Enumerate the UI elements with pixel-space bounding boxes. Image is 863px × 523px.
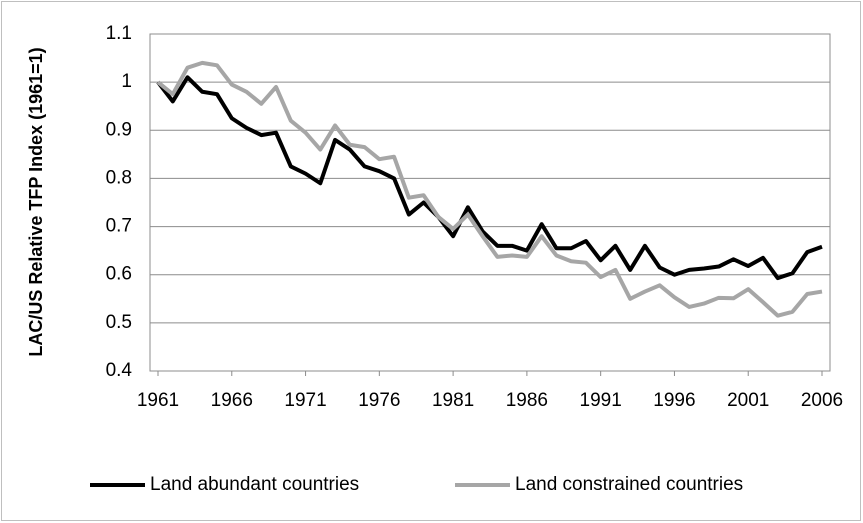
y-axis-label: LAC/US Relative TFP Index (1961=1): [26, 47, 46, 356]
y-tick-label: 0.8: [106, 167, 132, 188]
x-tick-label: 1991: [580, 390, 622, 411]
y-tick-label: 0.7: [106, 216, 132, 237]
y-tick-label: 0.6: [106, 264, 132, 285]
x-tick-label: 2001: [727, 390, 769, 411]
x-tick-label: 2006: [801, 390, 843, 411]
y-tick-label: 0.5: [106, 312, 132, 333]
y-tick-label: 1.1: [106, 23, 132, 44]
y-tick-label: 0.4: [106, 360, 133, 381]
y-tick-label: 0.9: [106, 119, 132, 140]
y-tick-label: 1: [121, 71, 132, 92]
x-tick-label: 1986: [506, 390, 548, 411]
x-tick-label: 1971: [284, 390, 326, 411]
x-tick-label: 1996: [653, 390, 695, 411]
x-tick-label: 1961: [137, 390, 179, 411]
legend-label: Land abundant countries: [150, 474, 359, 495]
series-line: [156, 75, 823, 281]
legend-label: Land constrained countries: [515, 474, 743, 495]
x-tick-label: 1966: [211, 390, 253, 411]
series-line: [156, 60, 823, 318]
x-tick-label: 1981: [432, 390, 474, 411]
x-tick-label: 1976: [358, 390, 400, 411]
